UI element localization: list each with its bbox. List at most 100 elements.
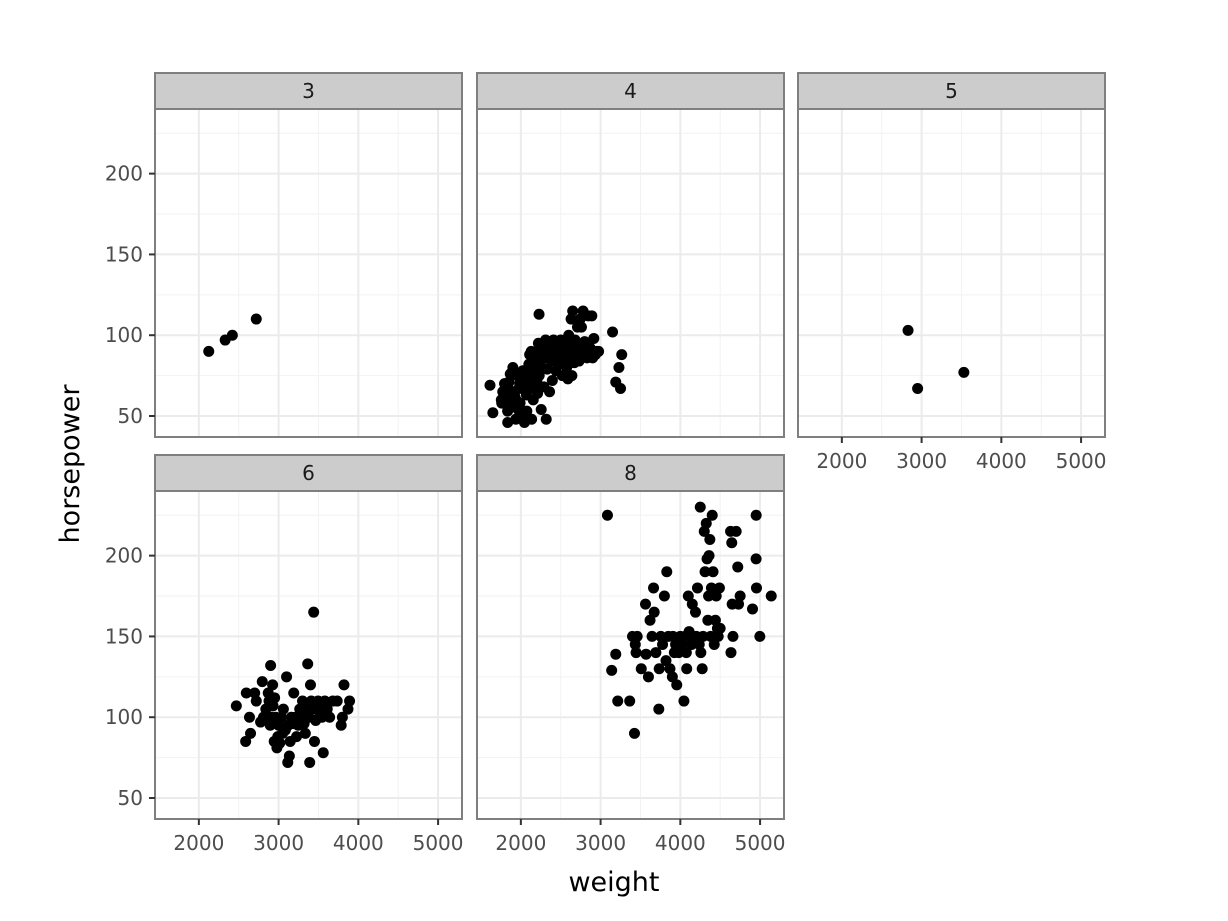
data-point (754, 630, 766, 642)
data-point (569, 334, 581, 346)
facet-panel-3: 3 50 100 150 200 (105, 72, 463, 438)
data-point (650, 647, 662, 659)
data-point (533, 308, 545, 320)
data-point (640, 648, 652, 660)
data-point (727, 630, 739, 642)
data-point (706, 509, 718, 521)
facet-panel-8: 8 2000 3000 4000 5000 (476, 454, 786, 855)
y-tick-label: 150 (105, 242, 143, 266)
facet-strip (154, 72, 463, 110)
y-tick-label: 150 (105, 624, 143, 648)
data-point (308, 735, 320, 747)
data-point (635, 663, 647, 675)
data-point (691, 582, 703, 594)
panel-border (797, 108, 1106, 438)
data-point (344, 695, 356, 707)
data-point (697, 630, 709, 642)
data-point (678, 695, 690, 707)
panel-background (155, 109, 462, 437)
data-point (714, 622, 726, 634)
data-point (546, 374, 558, 386)
data-point (694, 501, 706, 513)
data-point (653, 663, 665, 675)
data-point (331, 695, 343, 707)
data-point (240, 735, 252, 747)
data-point (336, 711, 348, 723)
data-point (267, 679, 279, 691)
y-tick-label: 50 (118, 786, 143, 810)
data-point (575, 321, 587, 333)
x-tick-label: 3000 (575, 831, 626, 855)
y-tick-label: 100 (105, 705, 143, 729)
y-axis-title: horsepower (55, 384, 86, 544)
data-point (732, 561, 744, 573)
facet-strip-label: 3 (302, 79, 315, 103)
y-tick-label: 200 (105, 544, 143, 568)
data-point (630, 647, 642, 659)
data-point (269, 692, 281, 704)
data-point (704, 533, 716, 545)
data-point (612, 695, 624, 707)
data-point (671, 679, 683, 691)
data-point (639, 598, 651, 610)
data-point (283, 750, 295, 762)
data-point (624, 695, 636, 707)
data-point (695, 647, 707, 659)
data-point (245, 727, 257, 739)
data-point (265, 660, 277, 672)
data-point (657, 638, 669, 650)
data-point (535, 404, 547, 416)
panel-border (476, 108, 785, 438)
panel-background (798, 109, 1105, 437)
panel-background (477, 491, 784, 819)
data-point (316, 711, 328, 723)
data-point (610, 648, 622, 660)
data-point (702, 614, 714, 626)
facet-strip (476, 454, 785, 492)
data-point (681, 663, 693, 675)
data-point (613, 362, 625, 374)
data-point (544, 386, 556, 398)
data-point (644, 614, 656, 626)
data-point (725, 647, 737, 659)
data-point (567, 305, 579, 317)
data-point (750, 509, 762, 521)
data-point (750, 582, 762, 594)
data-point (703, 550, 715, 562)
panel-background (155, 491, 462, 819)
data-point (747, 603, 759, 615)
data-point (250, 313, 262, 325)
data-point (566, 370, 578, 382)
y-tick-label: 100 (105, 323, 143, 347)
data-point (658, 590, 670, 602)
data-point (593, 345, 605, 357)
data-point (615, 383, 627, 395)
facet-strip-label: 6 (302, 461, 315, 485)
facet-panel-5: 5 2000 3000 4000 5000 (797, 72, 1107, 473)
facet-strip-label: 8 (624, 461, 637, 485)
data-point (540, 413, 552, 425)
data-point (765, 590, 777, 602)
data-point (324, 711, 336, 723)
x-tick-label: 3000 (253, 831, 304, 855)
data-point (243, 711, 255, 723)
data-point (707, 566, 719, 578)
data-point (601, 509, 613, 521)
data-point (646, 630, 658, 642)
data-point (281, 671, 293, 683)
data-point (730, 525, 742, 537)
data-point (250, 695, 262, 707)
x-axis-title: weight (568, 867, 659, 898)
data-point (277, 703, 289, 715)
data-point (521, 405, 533, 417)
data-point (335, 719, 347, 731)
data-point (726, 537, 738, 549)
data-point (648, 582, 660, 594)
facet-strip (797, 72, 1106, 110)
facet-panel-4: 4 (476, 72, 785, 438)
data-point (256, 676, 268, 688)
data-point (912, 383, 924, 395)
data-point (526, 413, 538, 425)
data-point (299, 727, 311, 739)
